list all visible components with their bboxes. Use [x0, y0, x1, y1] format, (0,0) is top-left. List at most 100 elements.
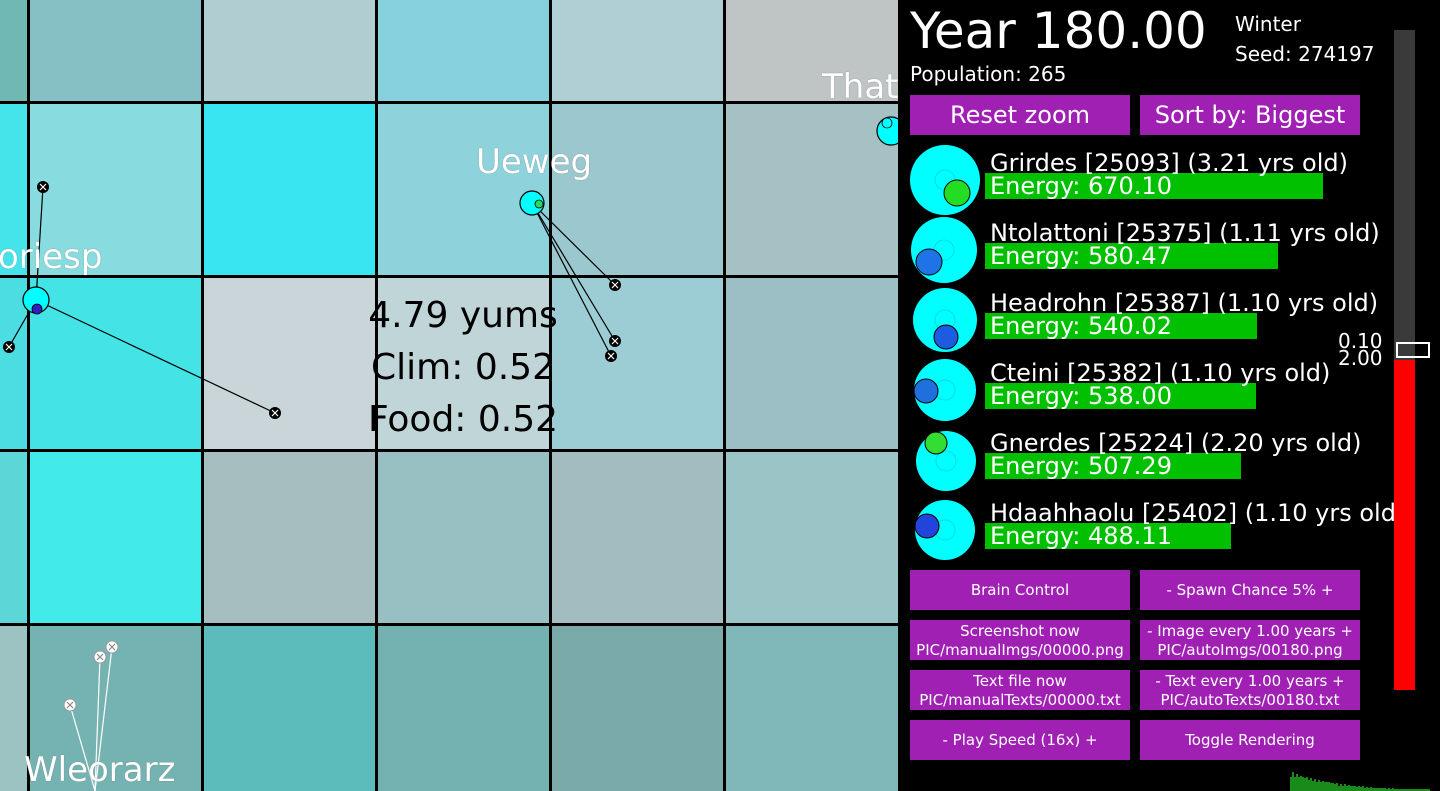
world-tile[interactable] — [376, 624, 550, 791]
world-tile[interactable] — [28, 0, 202, 102]
histogram-bar — [1376, 788, 1378, 791]
mouth-icon — [915, 248, 943, 276]
gauge-marker[interactable] — [1396, 342, 1430, 358]
text-file-button[interactable]: Text file now PIC/manualTexts/00000.txt — [910, 670, 1130, 710]
histogram-bar — [1330, 783, 1332, 791]
mouth-icon — [924, 431, 948, 455]
histogram-bar — [1320, 782, 1322, 791]
eye-marker-icon — [269, 407, 281, 419]
energy-bar — [985, 313, 1257, 339]
world-tile[interactable] — [550, 450, 724, 624]
world-tile[interactable] — [202, 276, 376, 450]
world-tile[interactable] — [376, 0, 550, 102]
world-tile[interactable] — [550, 102, 724, 276]
world-tile[interactable] — [724, 276, 898, 450]
reset-zoom-button[interactable]: Reset zoom — [910, 95, 1130, 135]
histogram-bar — [1412, 789, 1414, 791]
grid-line — [723, 0, 726, 791]
histogram-bar — [1400, 789, 1402, 791]
histogram-bar — [1402, 789, 1404, 791]
world-tile[interactable] — [550, 0, 724, 102]
world-view[interactable]: Ueweg oriesp That Wleorarz 4.79 yums Cli… — [0, 0, 898, 791]
world-tile[interactable] — [376, 450, 550, 624]
leaderboard-row[interactable]: Hdaahhaolu [25402] (1.10 yrs old) Energy… — [898, 495, 1405, 565]
histogram-bar — [1406, 789, 1408, 791]
sort-by-button[interactable]: Sort by: Biggest — [1140, 95, 1360, 135]
world-tile[interactable] — [0, 276, 28, 450]
world-tile[interactable] — [202, 0, 376, 102]
leaderboard-row[interactable]: Grirdes [25093] (3.21 yrs old) Energy: 6… — [898, 145, 1398, 215]
histogram-bar — [1296, 774, 1298, 791]
creature-name: Ntolattoni [25375] (1.11 yrs old) — [990, 219, 1380, 247]
grid-line — [0, 275, 898, 278]
histogram-bar — [1312, 781, 1314, 791]
creature-avatar — [916, 431, 976, 491]
world-tile[interactable] — [202, 450, 376, 624]
histogram-bar — [1298, 777, 1300, 791]
image-interval-button[interactable]: - Image every 1.00 years + PIC/autoImgs/… — [1140, 620, 1360, 660]
histogram-bar — [1302, 777, 1304, 791]
histogram-bar — [1380, 788, 1382, 791]
creature-ueweg[interactable] — [519, 190, 621, 362]
world-tile[interactable] — [550, 624, 724, 791]
mouth-icon — [943, 179, 971, 207]
histogram-bar — [1354, 786, 1356, 791]
creature-that[interactable] — [876, 116, 898, 146]
text-interval-path: PIC/autoTexts/00180.txt — [1160, 691, 1340, 709]
world-tile[interactable] — [724, 450, 898, 624]
histogram-bar — [1360, 787, 1362, 791]
creature-wleorarz[interactable] — [63, 640, 119, 791]
world-tile[interactable] — [724, 102, 898, 276]
spawn-chance-button[interactable]: - Spawn Chance 5% + — [1140, 570, 1360, 610]
toggle-rendering-button[interactable]: Toggle Rendering — [1140, 720, 1360, 760]
histogram-bar — [1428, 789, 1430, 791]
population-histogram — [1290, 772, 1430, 791]
world-tile[interactable] — [724, 624, 898, 791]
leaderboard-row[interactable]: Ntolattoni [25375] (1.11 yrs old) Energy… — [898, 215, 1398, 285]
histogram-bar — [1414, 789, 1416, 791]
histogram-bar — [1290, 777, 1292, 791]
leaderboard-row[interactable]: Cteini [25382] (1.10 yrs old) Energy: 53… — [898, 355, 1398, 425]
histogram-bar — [1410, 789, 1412, 791]
creature-oriesp[interactable] — [3, 181, 281, 419]
text-interval-button[interactable]: - Text every 1.00 years + PIC/autoTexts/… — [1140, 670, 1360, 710]
gauge-label-overlap: 2.00 — [1338, 346, 1383, 370]
eye-marker-icon — [609, 279, 621, 291]
text-interval-label: - Text every 1.00 years + — [1155, 672, 1345, 690]
play-speed-button[interactable]: - Play Speed (16x) + — [910, 720, 1130, 760]
world-tile[interactable] — [202, 624, 376, 791]
world-tile[interactable] — [28, 276, 202, 450]
world-tile[interactable] — [0, 0, 28, 102]
world-tile[interactable] — [724, 0, 898, 102]
creature-name: Gnerdes [25224] (2.20 yrs old) — [990, 429, 1362, 457]
brain-control-button[interactable]: Brain Control — [910, 570, 1130, 610]
leaderboard-row[interactable]: Gnerdes [25224] (2.20 yrs old) Energy: 5… — [898, 425, 1398, 495]
grid-line — [201, 0, 204, 791]
eye-marker-icon — [605, 350, 617, 362]
screenshot-label: Screenshot now — [960, 622, 1080, 640]
world-tile[interactable] — [28, 102, 202, 276]
histogram-bar — [1366, 787, 1368, 791]
population-count: Population: 265 — [910, 62, 1067, 86]
creature-avatar — [913, 359, 976, 421]
histogram-bar — [1292, 772, 1294, 791]
histogram-bar — [1358, 786, 1360, 791]
temperature-gauge[interactable] — [1394, 30, 1415, 690]
leaderboard-row[interactable]: Headrohn [25387] (1.10 yrs old) Energy: … — [898, 285, 1398, 355]
histogram-bar — [1318, 780, 1320, 791]
world-tile[interactable] — [202, 102, 376, 276]
world-tile[interactable] — [550, 276, 724, 450]
histogram-bar — [1346, 786, 1348, 791]
world-tile[interactable] — [0, 102, 28, 276]
world-tile[interactable] — [28, 450, 202, 624]
histogram-bar — [1370, 787, 1372, 791]
screenshot-button[interactable]: Screenshot now PIC/manualImgs/00000.png — [910, 620, 1130, 660]
world-tile[interactable] — [376, 276, 550, 450]
creature-avatar — [914, 500, 975, 560]
eye-marker-icon — [3, 341, 15, 353]
histogram-bar — [1294, 777, 1296, 791]
world-tile[interactable] — [0, 624, 28, 791]
world-tile[interactable] — [376, 102, 550, 276]
histogram-bar — [1398, 789, 1400, 791]
world-tile[interactable] — [0, 450, 28, 624]
